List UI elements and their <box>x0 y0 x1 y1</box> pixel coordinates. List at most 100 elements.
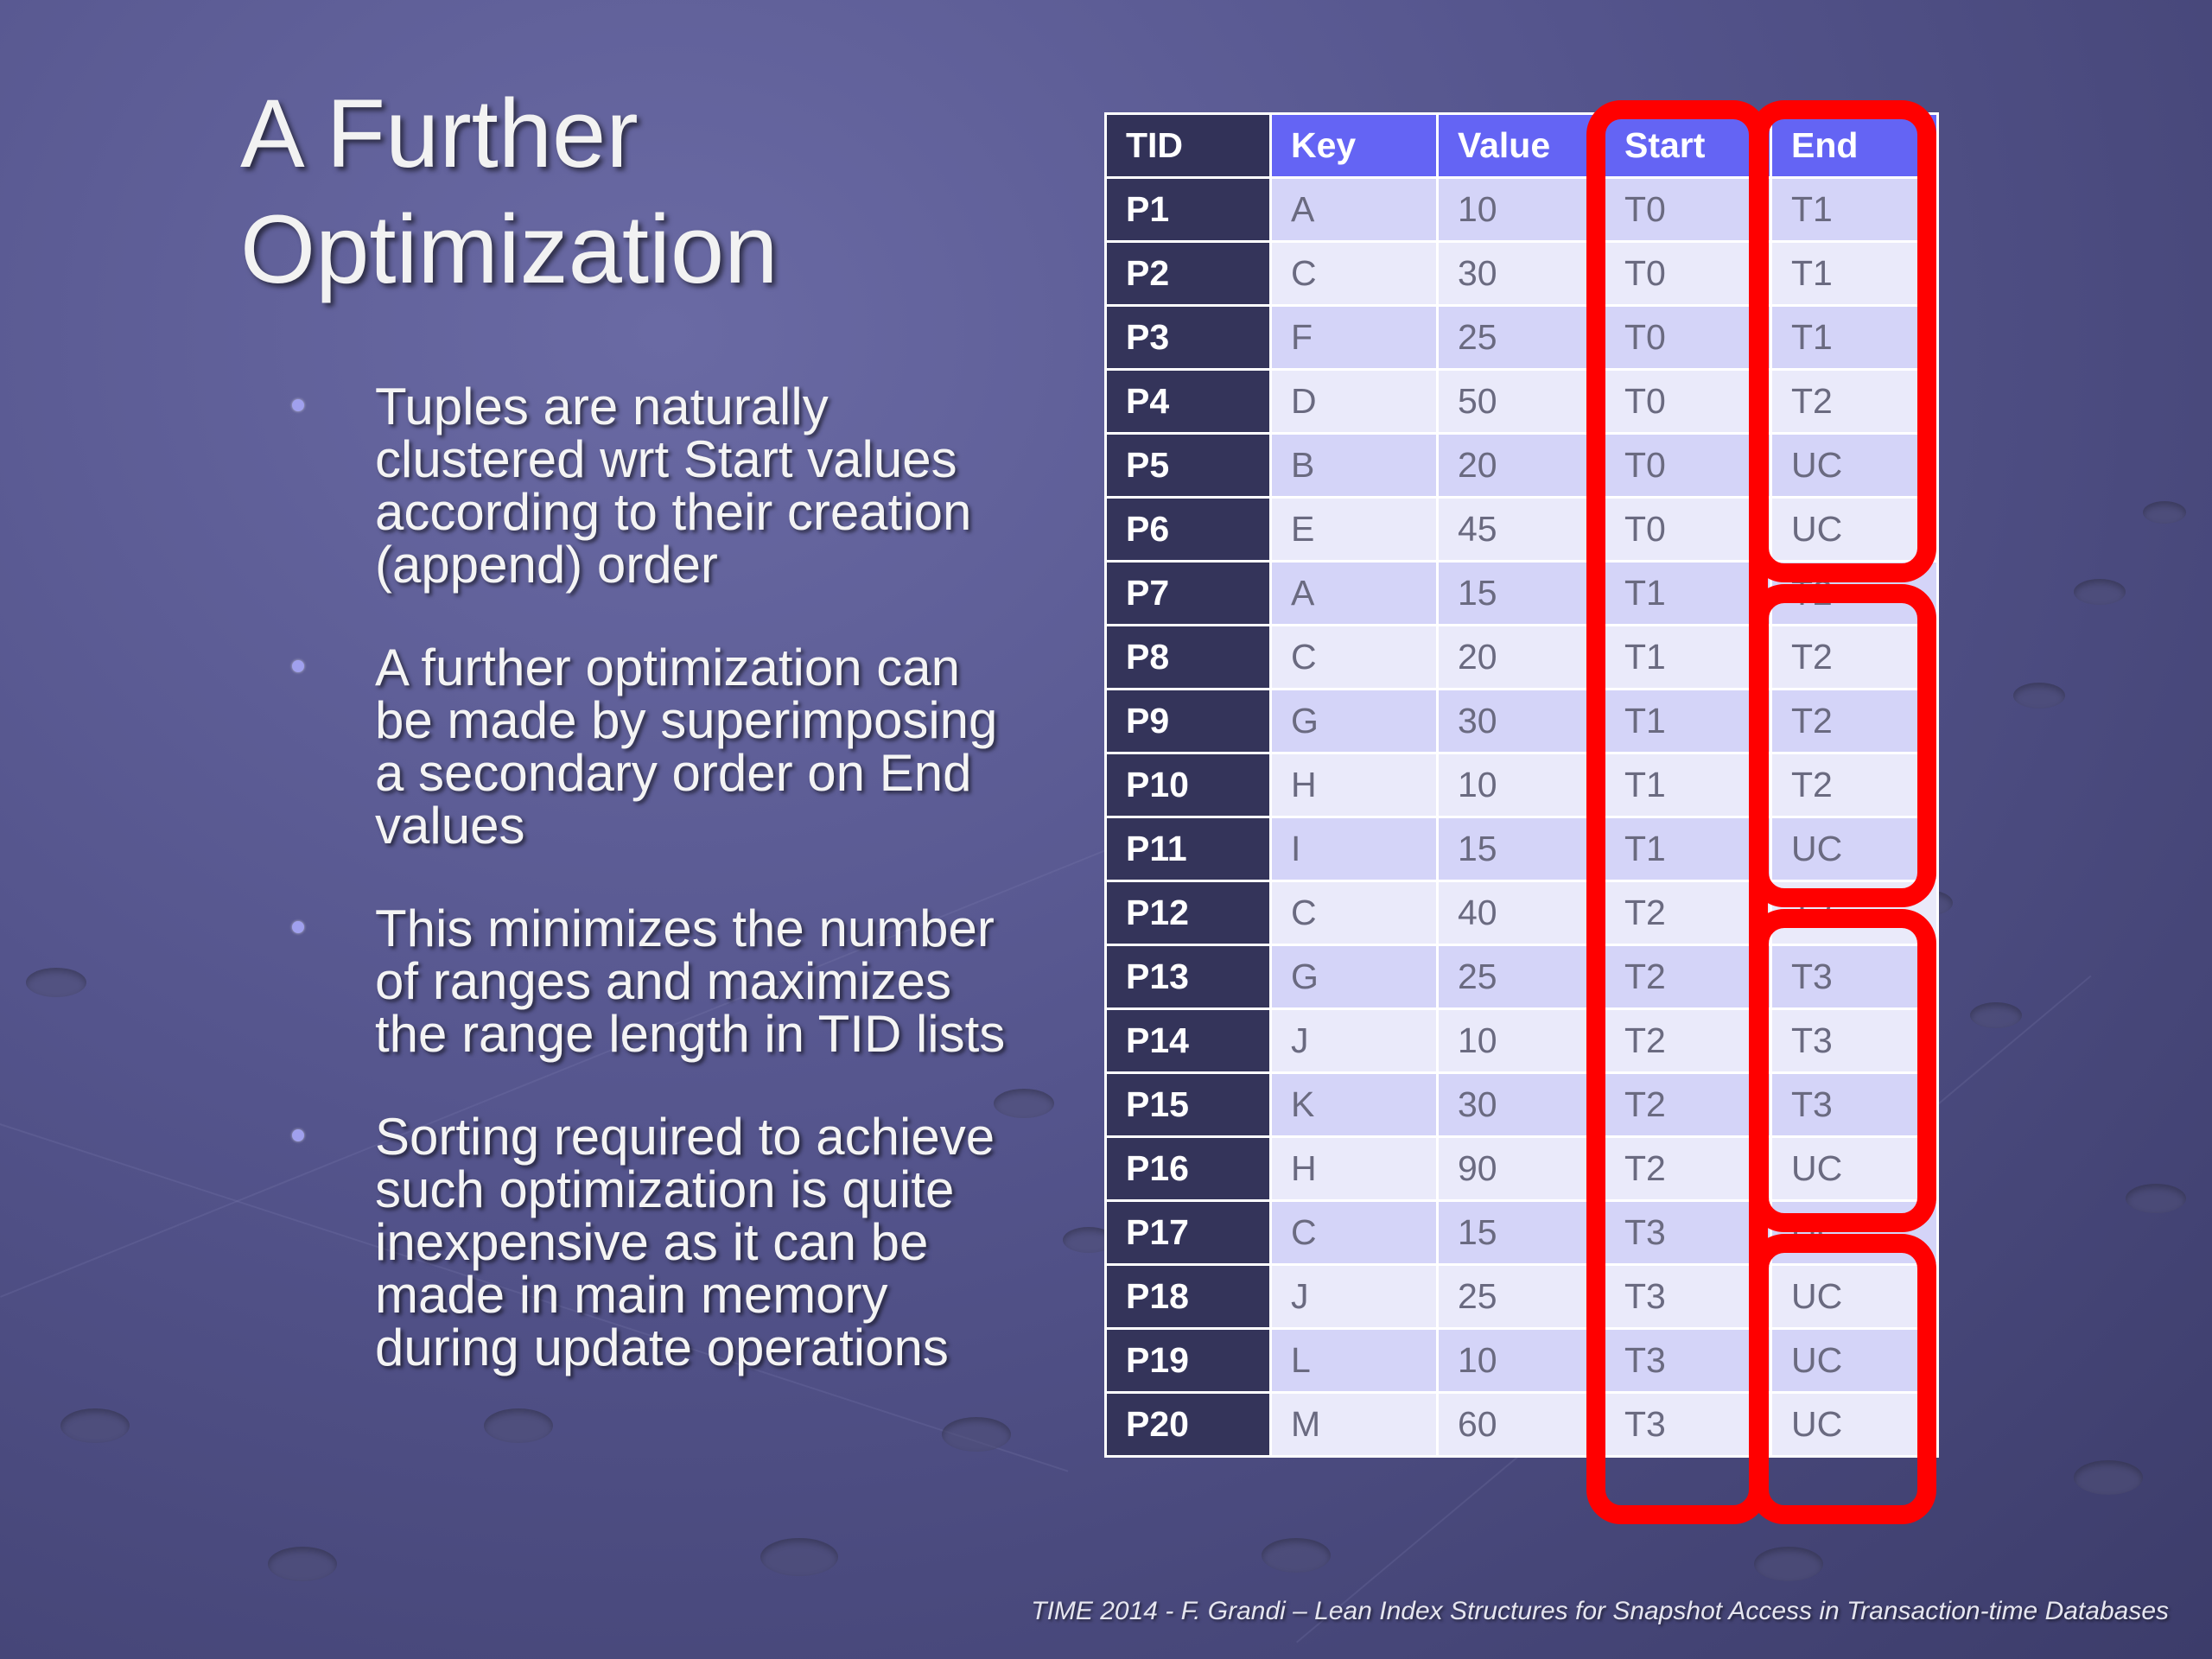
table-row: P14 J 10 T2 T3 <box>1104 1007 1939 1074</box>
bullet-line: Tuples are naturally <box>375 378 829 435</box>
cell-tid: P5 <box>1104 432 1272 499</box>
cell-key: D <box>1269 368 1439 435</box>
bullet-line: during update operations <box>375 1319 949 1376</box>
bullet-item: Sorting required to achieve such optimiz… <box>285 1110 1063 1374</box>
bullet-line: of ranges and maximizes <box>375 952 951 1010</box>
cell-value: 25 <box>1436 1263 1605 1330</box>
table-row: P5 B 20 T0 UC <box>1104 432 1939 499</box>
cell-key: F <box>1269 304 1439 371</box>
cell-start: T1 <box>1603 560 1772 626</box>
cell-tid: P19 <box>1104 1327 1272 1394</box>
cell-end: UC <box>1770 1263 1939 1330</box>
cell-tid: P8 <box>1104 624 1272 690</box>
cell-value: 60 <box>1436 1391 1605 1458</box>
background-dot <box>2074 579 2126 605</box>
cell-tid: P13 <box>1104 944 1272 1010</box>
cell-end: UC <box>1770 1391 1939 1458</box>
bullet-line: A further optimization can <box>375 639 961 696</box>
cell-tid: P15 <box>1104 1071 1272 1138</box>
cell-tid: P6 <box>1104 496 1272 563</box>
bullet-line: clustered wrt Start values <box>375 430 957 488</box>
bullet-line: This minimizes the number <box>375 899 995 957</box>
column-header-start: Start <box>1603 112 1772 179</box>
cell-start: T1 <box>1603 816 1772 882</box>
cell-end: T1 <box>1770 176 1939 243</box>
cell-value: 20 <box>1436 624 1605 690</box>
bullet-item: A further optimization can be made by su… <box>285 641 1063 852</box>
cell-value: 50 <box>1436 368 1605 435</box>
bullet-icon <box>292 399 304 411</box>
bullet-line: (append) order <box>375 536 718 594</box>
column-header-end: End <box>1770 112 1939 179</box>
cell-value: 10 <box>1436 176 1605 243</box>
cell-key: K <box>1269 1071 1439 1138</box>
cell-tid: P4 <box>1104 368 1272 435</box>
background-dot <box>1970 1002 2022 1028</box>
bullet-line: be made by superimposing <box>375 691 998 749</box>
cell-value: 25 <box>1436 944 1605 1010</box>
cell-start: T2 <box>1603 880 1772 946</box>
bullet-line: Sorting required to achieve <box>375 1108 995 1166</box>
table-row: P13 G 25 T2 T3 <box>1104 944 1939 1010</box>
cell-end: UC <box>1770 1135 1939 1202</box>
bullet-line: according to their creation <box>375 483 972 541</box>
cell-tid: P17 <box>1104 1199 1272 1266</box>
cell-tid: P1 <box>1104 176 1272 243</box>
cell-end: T2 <box>1770 688 1939 754</box>
cell-key: G <box>1269 944 1439 1010</box>
page-title: A Further Optimization <box>240 76 1018 308</box>
table-header-row: TID Key Value Start End <box>1104 112 1939 179</box>
cell-start: T3 <box>1603 1391 1772 1458</box>
bullet-line: made in main memory <box>375 1266 888 1324</box>
cell-start: T3 <box>1603 1263 1772 1330</box>
background-dot <box>760 1538 838 1576</box>
tuple-table: TID Key Value Start End P1 A 10 T0 T1 P2 C 30 T0… <box>1104 112 1939 1458</box>
bullet-icon <box>292 1129 304 1141</box>
table-row: P2 C 30 T0 T1 <box>1104 240 1939 307</box>
cell-value: 15 <box>1436 560 1605 626</box>
bullet-line: the range length in TID lists <box>375 1005 1006 1063</box>
cell-key: H <box>1269 1135 1439 1202</box>
background-dot <box>2143 501 2186 524</box>
bullet-line: values <box>375 797 525 855</box>
cell-end: T1 <box>1770 240 1939 307</box>
table-row: P12 C 40 T2 T3 <box>1104 880 1939 946</box>
cell-start: T0 <box>1603 176 1772 243</box>
cell-value: 45 <box>1436 496 1605 563</box>
cell-tid: P14 <box>1104 1007 1272 1074</box>
cell-tid: P12 <box>1104 880 1272 946</box>
background-dot <box>268 1547 337 1581</box>
column-header-tid: TID <box>1104 112 1272 179</box>
table-row: P7 A 15 T1 T2 <box>1104 560 1939 626</box>
cell-end: T2 <box>1770 752 1939 818</box>
cell-value: 10 <box>1436 1327 1605 1394</box>
cell-end: T2 <box>1770 560 1939 626</box>
cell-start: T2 <box>1603 944 1772 1010</box>
cell-start: T1 <box>1603 688 1772 754</box>
table-row: P18 J 25 T3 UC <box>1104 1263 1939 1330</box>
cell-key: C <box>1269 240 1439 307</box>
table-row: P8 C 20 T1 T2 <box>1104 624 1939 690</box>
cell-value: 30 <box>1436 240 1605 307</box>
cell-start: T2 <box>1603 1071 1772 1138</box>
table-row: P9 G 30 T1 T2 <box>1104 688 1939 754</box>
bullet-list: Tuples are naturally clustered wrt Start… <box>285 380 1063 1424</box>
cell-tid: P20 <box>1104 1391 1272 1458</box>
background-dot <box>26 968 86 997</box>
table-row: P20 M 60 T3 UC <box>1104 1391 1939 1458</box>
cell-value: 15 <box>1436 816 1605 882</box>
cell-key: E <box>1269 496 1439 563</box>
footer-citation: TIME 2014 - F. Grandi – Lean Index Struc… <box>1031 1597 2169 1625</box>
cell-key: H <box>1269 752 1439 818</box>
table-row: P3 F 25 T0 T1 <box>1104 304 1939 371</box>
table-row: P19 L 10 T3 UC <box>1104 1327 1939 1394</box>
title-line: A Further <box>240 79 639 188</box>
cell-start: T3 <box>1603 1199 1772 1266</box>
background-dot <box>2126 1184 2186 1213</box>
cell-key: J <box>1269 1007 1439 1074</box>
background-dot <box>60 1408 130 1443</box>
cell-tid: P10 <box>1104 752 1272 818</box>
column-header-key: Key <box>1269 112 1439 179</box>
cell-value: 10 <box>1436 752 1605 818</box>
cell-value: 30 <box>1436 688 1605 754</box>
